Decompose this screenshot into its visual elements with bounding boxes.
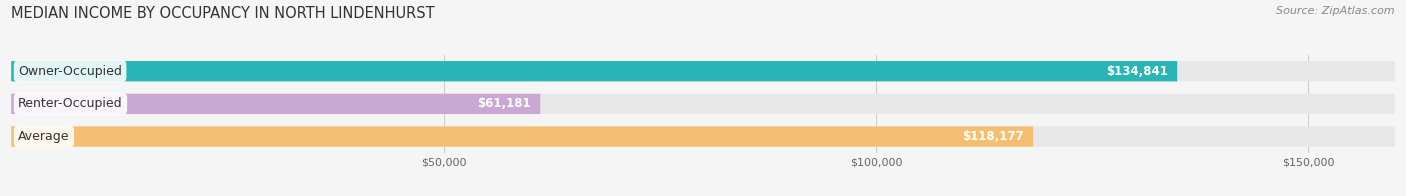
FancyBboxPatch shape <box>11 126 1395 147</box>
Text: Owner-Occupied: Owner-Occupied <box>18 65 122 78</box>
FancyBboxPatch shape <box>11 94 1395 114</box>
Text: Average: Average <box>18 130 70 143</box>
Text: Renter-Occupied: Renter-Occupied <box>18 97 122 110</box>
Text: MEDIAN INCOME BY OCCUPANCY IN NORTH LINDENHURST: MEDIAN INCOME BY OCCUPANCY IN NORTH LIND… <box>11 6 434 21</box>
Text: $134,841: $134,841 <box>1105 65 1167 78</box>
Text: $118,177: $118,177 <box>962 130 1024 143</box>
Text: $61,181: $61,181 <box>477 97 530 110</box>
FancyBboxPatch shape <box>11 61 1395 81</box>
Text: Source: ZipAtlas.com: Source: ZipAtlas.com <box>1277 6 1395 16</box>
FancyBboxPatch shape <box>11 61 1177 81</box>
FancyBboxPatch shape <box>11 94 540 114</box>
FancyBboxPatch shape <box>11 126 1033 147</box>
